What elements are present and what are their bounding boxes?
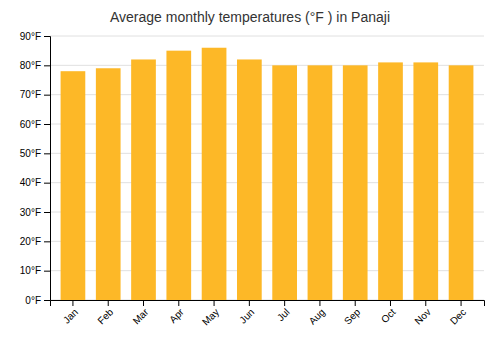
x-tick-mark [178,300,179,306]
y-tick: 40°F [20,177,50,188]
x-tick-label: Nov [412,306,432,326]
x-tick: Nov [412,300,432,327]
y-tick-label: 10°F [20,265,41,276]
y-tick-mark [44,300,50,301]
y-tick: 70°F [20,89,50,100]
bar [413,62,438,300]
y-tick-label: 40°F [20,177,41,188]
x-tick-label: Sep [342,306,363,327]
y-tick-mark [44,124,50,125]
x-tick: Jun [237,300,256,326]
x-tick-label: Jan [61,306,80,325]
y-tick: 10°F [20,265,50,276]
y-tick: 50°F [20,148,50,159]
bar [237,59,262,300]
x-tick-mark [355,300,356,306]
x-tick-mark [108,300,109,306]
x-tick-mark [143,300,144,306]
bar [308,65,333,300]
y-tick-label: 20°F [20,236,41,247]
x-tick-mark [390,300,391,306]
x-tick: May [200,300,221,328]
y-tick-mark [44,183,50,184]
y-tick-label: 50°F [20,148,41,159]
x-tick: Oct [379,300,398,325]
x-tick: Aug [307,300,327,327]
y-tick-label: 0°F [25,295,41,306]
y-tick-label: 90°F [20,31,41,42]
x-tick-label: Feb [95,306,115,326]
x-tick-label: Oct [379,306,398,325]
y-tick-mark [44,65,50,66]
y-tick: 90°F [20,31,50,42]
x-tick-mark [284,300,285,306]
bar [131,59,156,300]
x-tick-label: Apr [167,306,186,325]
x-tick-label: Mar [131,306,151,326]
x-tick-label: Dec [448,306,468,326]
bar [378,62,403,300]
bar [166,51,191,300]
x-tick: Feb [95,300,115,326]
bar [272,65,297,300]
bar [449,65,474,300]
x-tick: Sep [342,300,363,327]
y-tick-mark [44,212,50,213]
y-tick: 20°F [20,236,50,247]
bar [343,65,368,300]
y-tick: 30°F [20,207,50,218]
x-tick-mark [249,300,250,306]
y-tick-label: 60°F [20,119,41,130]
y-axis-line [44,37,51,301]
y-tick-mark [44,241,50,242]
x-tick-mark [461,300,462,306]
x-tick-mark [425,300,426,306]
y-tick: 60°F [20,119,50,130]
grid-line [50,36,484,37]
bar [202,48,227,300]
x-axis-line [51,301,485,307]
bars [61,48,474,300]
x-tick-label: Jul [275,306,292,323]
plot: 0°F 10°F 20°F 30°F 40°F 50°F 60°F 70°F 80°F 90°F J… [20,31,485,328]
title: Average monthly temperatures (°F ) in Pa… [110,9,390,25]
y-tick: 0°F [25,295,50,306]
x-tick-mark [214,300,215,306]
x-tick: Apr [167,300,186,325]
x-tick-mark [319,300,320,306]
y-tick-label: 30°F [20,207,41,218]
x-tick-label: Jun [237,306,256,325]
x-tick: Mar [131,300,151,326]
chart: 0°F 10°F 20°F 30°F 40°F 50°F 60°F 70°F 80°F 90°F J… [0,0,500,350]
y-tick-mark [44,153,50,154]
y-tick-label: 80°F [20,60,41,71]
x-tick: Jan [61,300,80,326]
bar [61,71,86,300]
x-axis: Jan Feb Mar Apr May Jun Jul Aug Sep Oct Nov Dec [51,300,485,328]
y-tick-mark [44,95,50,96]
x-tick-label: Aug [307,306,327,326]
y-tick-mark [44,271,50,272]
x-tick: Jul [275,300,292,323]
x-tick-label: May [200,306,221,327]
y-tick-label: 70°F [20,89,41,100]
y-tick-mark [44,36,50,37]
bar [96,68,121,300]
y-tick: 80°F [20,60,50,71]
grid [50,36,484,300]
x-tick-mark [72,300,73,306]
y-axis: 0°F 10°F 20°F 30°F 40°F 50°F 60°F 70°F 80°F 90°F [20,31,51,306]
x-tick: Dec [448,300,468,327]
